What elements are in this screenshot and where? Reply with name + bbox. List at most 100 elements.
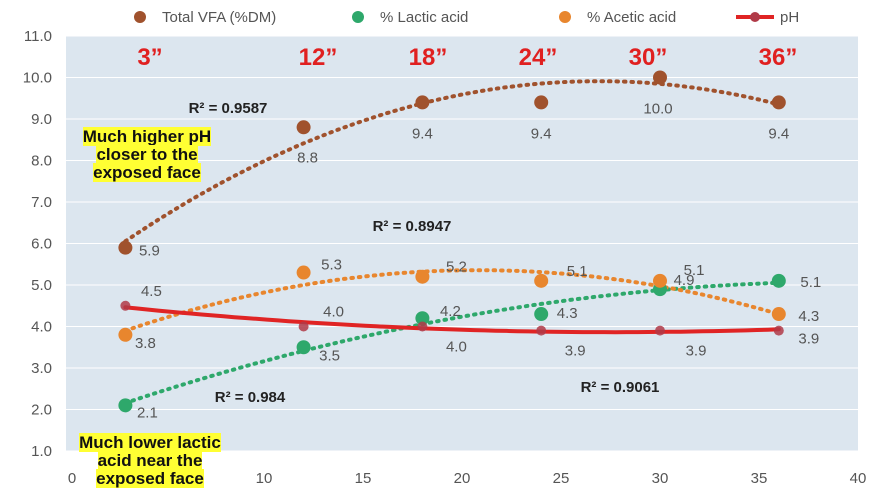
data-point: [296, 265, 311, 280]
data-label: 4.0: [446, 339, 467, 356]
y-tick-label: 2.0: [31, 402, 52, 419]
data-label: 4.9: [674, 272, 695, 289]
data-point: [534, 273, 549, 288]
depth-label: 24”: [519, 44, 558, 71]
data-label: 2.1: [137, 404, 158, 421]
legend-swatch: [559, 11, 571, 23]
data-point: [417, 321, 428, 332]
data-label: 10.0: [643, 101, 672, 118]
y-tick-label: 10.0: [23, 70, 52, 87]
data-point: [296, 120, 311, 135]
data-point: [118, 240, 133, 255]
x-tick-label: 25: [553, 470, 570, 487]
data-label: 5.3: [321, 257, 342, 274]
legend-label: pH: [780, 9, 799, 26]
legend-label: Total VFA (%DM): [162, 9, 276, 26]
data-label: 3.9: [565, 343, 586, 360]
data-label: 4.0: [323, 304, 344, 321]
data-label: 8.8: [297, 149, 318, 166]
x-tick-label: 15: [355, 470, 372, 487]
legend-label: % Acetic acid: [587, 9, 676, 26]
r-squared-labels: R² = 0.9587 R² = 0.984 R² = 0.8947 R² = 0.9…: [189, 100, 660, 406]
x-tick-label: 40: [850, 470, 867, 487]
depth-label: 18”: [409, 44, 448, 71]
data-point: [653, 273, 667, 288]
legend-swatch-marker: [750, 12, 760, 22]
data-label: 9.4: [768, 125, 789, 142]
annotation-high-ph-line-2: closer to the: [96, 145, 198, 164]
data-point: [415, 311, 430, 326]
depth-label: 12”: [299, 44, 338, 71]
data-label: 9.4: [531, 125, 552, 142]
data-marks: [118, 70, 786, 413]
data-label: 4.5: [141, 283, 162, 300]
legend-swatch: [134, 11, 146, 23]
data-label: 4.3: [557, 305, 578, 322]
trendline-1: [123, 280, 781, 405]
y-tick-label: 9.0: [31, 111, 52, 128]
annotation-low-lactic-line-1: Much lower lactic: [79, 433, 221, 452]
trendlines: [123, 79, 781, 405]
annotation-low-lactic-line-3: exposed face: [96, 469, 204, 488]
annotation-low-lactic: Much lower lactic acid near the exposed …: [60, 433, 240, 488]
data-point: [534, 95, 549, 110]
x-tick-label: 30: [652, 470, 669, 487]
r-squared-label: R² = 0.984: [215, 389, 286, 406]
data-point: [118, 327, 133, 342]
annotation-high-ph-line-1: Much higher pH: [82, 127, 212, 146]
gridlines: [66, 35, 858, 452]
data-label: 5.1: [800, 274, 821, 291]
annotation-high-ph: Much higher pH closer to the exposed fac…: [56, 127, 238, 182]
axis-ticks: 1.0 2.0 3.0 4.0 5.0 6.0 7.0 8.0 9.0 10.0 11.0 0 10 15…: [23, 28, 867, 487]
data-label: 3.9: [686, 343, 707, 360]
data-point: [771, 95, 786, 110]
trendline-3: [123, 305, 781, 335]
data-point: [296, 340, 311, 355]
data-point: [415, 269, 430, 284]
data-labels: 5.98.89.4 9.410.09.42.13.54.2 4.34.9 5.13.8…: [135, 101, 821, 422]
data-label: 9.4: [412, 125, 433, 142]
x-tick-label: 10: [256, 470, 273, 487]
data-point: [773, 325, 784, 336]
trendline-2: [123, 268, 781, 333]
legend-swatch: [352, 11, 364, 23]
x-tick-label: 0: [68, 470, 76, 487]
depth-labels: 3” 12” 18” 24” 30” 36”: [137, 44, 797, 71]
depth-label: 30”: [629, 44, 668, 71]
y-tick-label: 3.0: [31, 360, 52, 377]
data-point: [118, 398, 133, 413]
y-tick-label: 8.0: [31, 153, 52, 170]
r-squared-label: R² = 0.9061: [581, 379, 660, 396]
trendline-0: [123, 79, 781, 244]
data-label: 3.5: [319, 347, 340, 364]
data-point: [415, 95, 430, 110]
data-label: 4.2: [440, 303, 461, 320]
x-tick-label: 35: [751, 470, 768, 487]
data-label: 5.2: [446, 259, 467, 276]
x-tick-label: 20: [454, 470, 471, 487]
data-point: [653, 70, 667, 85]
depth-label: 36”: [759, 44, 798, 71]
y-tick-label: 5.0: [31, 277, 52, 294]
y-tick-label: 4.0: [31, 319, 52, 336]
y-tick-label: 11.0: [24, 28, 52, 45]
data-label: 3.9: [798, 331, 819, 348]
data-point: [298, 321, 309, 332]
data-point: [655, 325, 665, 336]
data-label: 4.3: [798, 308, 819, 325]
y-tick-label: 1.0: [31, 443, 52, 460]
y-tick-label: 7.0: [31, 194, 52, 211]
data-label: 5.1: [567, 263, 588, 280]
r-squared-label: R² = 0.9587: [189, 100, 268, 117]
annotation-high-ph-line-3: exposed face: [93, 163, 201, 182]
r-squared-label: R² = 0.8947: [373, 218, 452, 235]
data-point: [771, 307, 786, 322]
legend-label: % Lactic acid: [380, 9, 468, 26]
data-point: [534, 307, 549, 322]
data-point: [120, 300, 131, 311]
data-label: 5.1: [684, 262, 705, 279]
annotation-low-lactic-line-2: acid near the: [97, 451, 203, 470]
data-point: [771, 273, 786, 288]
